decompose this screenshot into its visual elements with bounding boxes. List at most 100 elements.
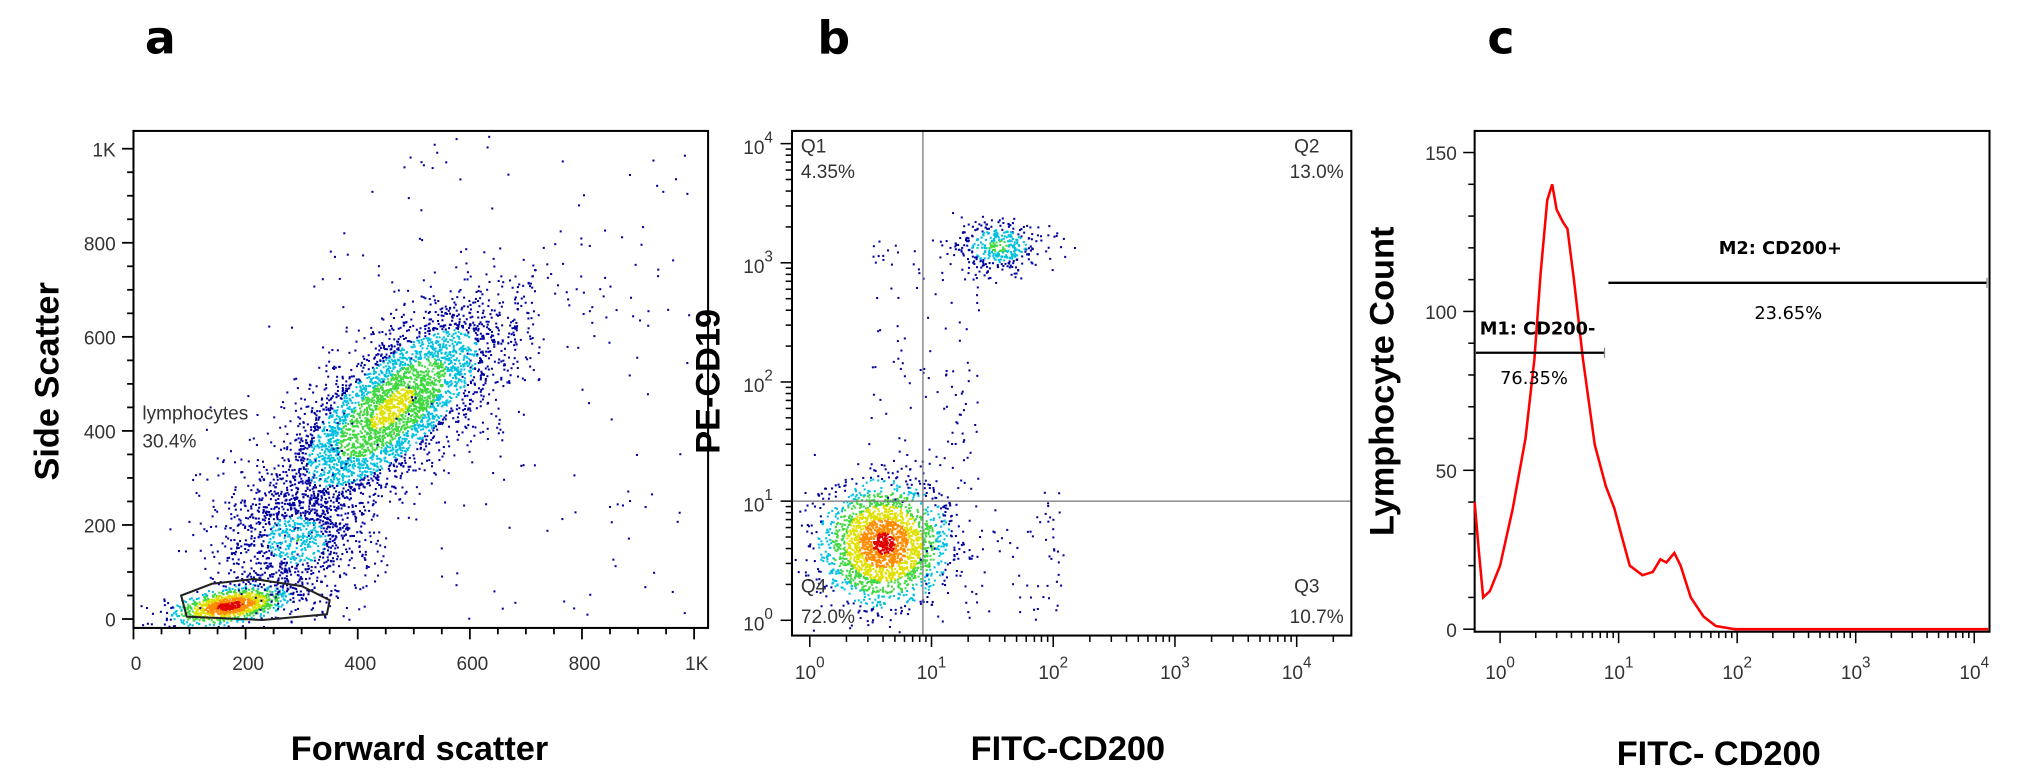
scatter-point — [303, 398, 306, 401]
scatter-point — [215, 599, 218, 603]
scatter-point — [395, 362, 398, 365]
scatter-point — [449, 351, 452, 354]
scatter-point — [385, 371, 388, 374]
scatter-point — [451, 335, 454, 338]
scatter-point — [351, 471, 354, 474]
scatter-point — [410, 318, 413, 321]
scatter-point — [451, 376, 455, 379]
scatter-point — [351, 424, 354, 428]
scatter-point — [423, 435, 426, 438]
scatter-point — [439, 325, 442, 328]
scatter-point — [479, 332, 482, 335]
scatter-point — [303, 559, 306, 562]
scatter-point — [468, 353, 471, 356]
scatter-point — [441, 455, 444, 458]
scatter-point — [408, 444, 411, 447]
scatter-point — [381, 414, 384, 417]
scatter-point — [279, 600, 282, 603]
scatter-point — [425, 416, 428, 419]
scatter-point — [439, 379, 442, 382]
scatter-point — [417, 339, 420, 342]
scatter-point — [265, 602, 268, 605]
scatter-point — [374, 394, 378, 397]
scatter-point — [455, 357, 458, 360]
scatter-point — [450, 360, 453, 363]
scatter-point — [415, 486, 418, 489]
scatter-point — [431, 347, 434, 350]
scatter-point — [323, 491, 326, 494]
scatter-point — [197, 607, 200, 610]
scatter-point — [373, 462, 376, 465]
scatter-point — [332, 456, 335, 460]
scatter-point — [500, 342, 503, 345]
scatter-point — [391, 395, 394, 398]
scatter-point — [400, 348, 403, 351]
scatter-point — [424, 335, 427, 338]
scatter-point — [310, 439, 313, 442]
scatter-point — [306, 470, 309, 473]
scatter-point — [363, 408, 366, 411]
scatter-point — [328, 421, 331, 424]
scatter-point — [366, 464, 369, 467]
scatter-point — [347, 422, 350, 425]
scatter-point — [418, 350, 421, 354]
scatter-point — [345, 404, 348, 407]
scatter-point — [372, 418, 375, 421]
scatter-point — [447, 472, 450, 475]
scatter-point — [388, 462, 391, 465]
scatter-point — [411, 364, 414, 367]
scatter-point — [369, 436, 372, 439]
scatter-point — [305, 441, 308, 444]
scatter-point — [392, 428, 395, 431]
scatter-point — [344, 424, 347, 427]
scatter-point — [487, 350, 490, 353]
scatter-point — [434, 378, 437, 381]
scatter-point — [387, 467, 390, 470]
scatter-point — [323, 568, 326, 571]
scatter-point — [531, 342, 534, 345]
scatter-point — [336, 409, 339, 412]
scatter-point — [341, 491, 344, 494]
scatter-point — [474, 301, 477, 304]
scatter-point — [224, 609, 228, 612]
scatter-point — [272, 606, 275, 609]
scatter-point — [465, 356, 468, 359]
scatter-point — [374, 347, 377, 350]
scatter-point — [237, 601, 240, 604]
scatter-point — [275, 502, 278, 505]
scatter-point — [348, 351, 351, 354]
scatter-point — [336, 478, 339, 481]
scatter-point — [369, 467, 372, 470]
scatter-point — [421, 371, 424, 374]
scatter-point — [203, 596, 207, 599]
scatter-point — [409, 364, 412, 367]
scatter-point — [247, 588, 250, 591]
scatter-point — [406, 432, 409, 435]
scatter-point — [339, 440, 343, 443]
scatter-point — [248, 598, 251, 602]
scatter-point — [403, 424, 406, 427]
scatter-point — [361, 426, 364, 429]
scatter-point — [199, 549, 202, 552]
scatter-point — [328, 460, 331, 463]
scatter-point — [426, 367, 429, 370]
scatter-point — [218, 619, 221, 622]
scatter-point — [432, 354, 435, 357]
scatter-point — [529, 337, 532, 340]
scatter-point — [502, 301, 505, 304]
scatter-point — [227, 591, 230, 594]
scatter-point — [514, 348, 517, 351]
scatter-point — [341, 415, 344, 419]
scatter-point — [247, 604, 250, 607]
scatter-point — [310, 411, 313, 414]
scatter-point — [425, 382, 428, 385]
scatter-point — [424, 396, 427, 399]
scatter-point — [231, 600, 234, 603]
scatter-point — [400, 455, 403, 458]
scatter-point — [313, 430, 316, 433]
scatter-point — [310, 608, 313, 611]
scatter-point — [433, 415, 436, 418]
scatter-point — [407, 409, 410, 412]
scatter-point — [445, 391, 448, 394]
